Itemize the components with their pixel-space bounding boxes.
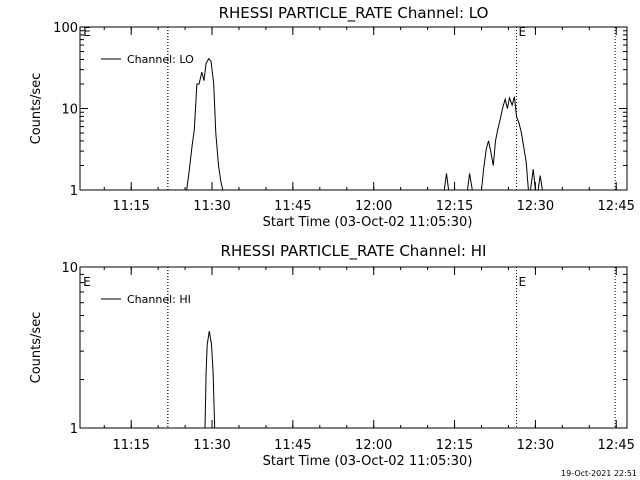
x-tick-label: 12:45 <box>597 199 634 214</box>
event-label: E <box>519 275 527 289</box>
legend-label: Channel: LO <box>127 53 194 66</box>
x-tick-label: 11:45 <box>274 199 311 214</box>
y-tick-label: 1 <box>70 422 78 437</box>
plot-timestamp: 19-Oct-2021 22:51 <box>561 469 637 478</box>
legend-label: Channel: HI <box>127 293 191 306</box>
x-tick-label: 11:30 <box>193 199 230 214</box>
series-line-segment <box>537 175 543 191</box>
y-tick-label: 10 <box>61 103 78 118</box>
x-tick-label: 12:15 <box>436 199 473 214</box>
x-tick-label: 12:00 <box>355 438 392 453</box>
x-tick-label: 11:15 <box>112 199 149 214</box>
chart-title: RHESSI PARTICLE_RATE Channel: HI <box>221 242 487 261</box>
plot-frame <box>79 26 628 191</box>
series-line-segment <box>204 331 216 429</box>
y-tick-label: 1 <box>70 184 78 199</box>
series-line-segment <box>467 173 473 191</box>
panel-lo-channel: RHESSI PARTICLE_RATE Channel: LO 11:15 11:… <box>29 4 635 230</box>
y-axis-label: Counts/sec <box>29 312 44 384</box>
x-axis-label: Start Time (03-Oct-02 11:05:30) <box>263 215 473 230</box>
y-tick-label: 10 <box>61 261 78 276</box>
series-line-segment <box>186 57 224 191</box>
x-tick-label: 12:30 <box>517 438 554 453</box>
series-line-segment <box>481 96 529 191</box>
x-tick-label: 11:45 <box>274 438 311 453</box>
x-tick-label: 12:30 <box>517 199 554 214</box>
x-tick-label: 12:15 <box>436 438 473 453</box>
x-tick-label: 12:00 <box>355 199 392 214</box>
x-tick-label: 12:45 <box>597 438 634 453</box>
event-label: E <box>83 275 91 289</box>
series-line-segment <box>530 169 536 191</box>
y-tick-label: 100 <box>53 21 78 36</box>
series-line-segment <box>443 173 450 191</box>
chart-title: RHESSI PARTICLE_RATE Channel: LO <box>219 4 489 23</box>
event-label: E <box>83 25 91 39</box>
event-label: E <box>519 25 527 39</box>
y-axis-label: Counts/sec <box>29 73 44 145</box>
x-tick-label: 11:30 <box>193 438 230 453</box>
panel-hi-channel: RHESSI PARTICLE_RATE Channel: HI 11:15 11:… <box>29 242 635 469</box>
x-tick-label: 11:15 <box>112 438 149 453</box>
plot-frame <box>79 266 628 429</box>
x-axis-label: Start Time (03-Oct-02 11:05:30) <box>263 454 473 469</box>
